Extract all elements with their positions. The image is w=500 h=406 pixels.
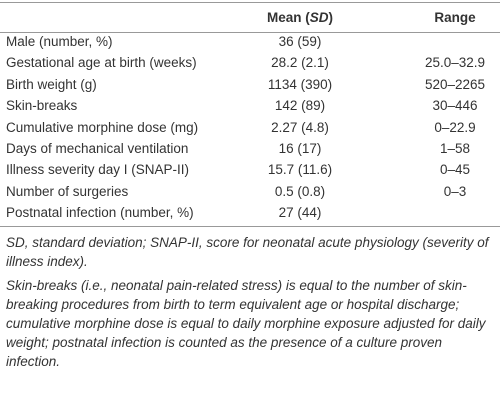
cell-value: 1–58 (439, 141, 471, 156)
footnote: Skin-breaks (i.e., neonatal pain-related… (6, 278, 486, 369)
row-label: Gestational age at birth (weeks) (6, 55, 197, 71)
header-mean: Mean (SD) (267, 8, 333, 28)
cell-value: 1134 (390) (267, 76, 333, 92)
header-range: Range (434, 10, 476, 25)
cell-value: 0–22.9 (434, 119, 476, 135)
cell-value: 36 (59) (278, 34, 322, 49)
row-label: Days of mechanical ventilation (6, 141, 189, 156)
cell-value: 30–446 (432, 98, 478, 114)
row-label: Skin-breaks (6, 98, 78, 114)
cell-value: 0.5 (0.8) (274, 183, 326, 199)
cell-value: 25.0–32.9 (424, 55, 486, 71)
row-label: Number of surgeries (6, 183, 129, 199)
top-rule (0, 2, 500, 3)
cell-value: 16 (17) (278, 141, 322, 156)
header-text: Mean ( (266, 10, 310, 25)
bottom-rule (0, 226, 500, 227)
cell-value: 142 (89) (274, 98, 326, 114)
footnote: SD, standard deviation; SNAP-II, score f… (6, 235, 489, 269)
cell-value: 2.27 (4.8) (271, 119, 329, 135)
row-label: Cumulative morphine dose (mg) (6, 119, 199, 135)
cell-value: 15.7 (11.6) (267, 162, 333, 178)
cell-value: 0–45 (439, 162, 471, 178)
cell-value: 28.2 (2.1) (271, 55, 329, 71)
header-rule (0, 32, 500, 33)
header-text: ) (328, 10, 334, 25)
cell-value: 27 (44) (278, 205, 322, 221)
row-label: Birth weight (g) (6, 76, 97, 92)
row-label: Postnatal infection (number, %) (6, 205, 194, 221)
cell-value: 520–2265 (424, 76, 486, 92)
row-label: Illness severity day I (SNAP-II) (6, 162, 190, 178)
header-text: SD (309, 10, 329, 25)
row-label: Male (number, %) (6, 34, 113, 49)
cell-value: 0–3 (443, 183, 467, 199)
